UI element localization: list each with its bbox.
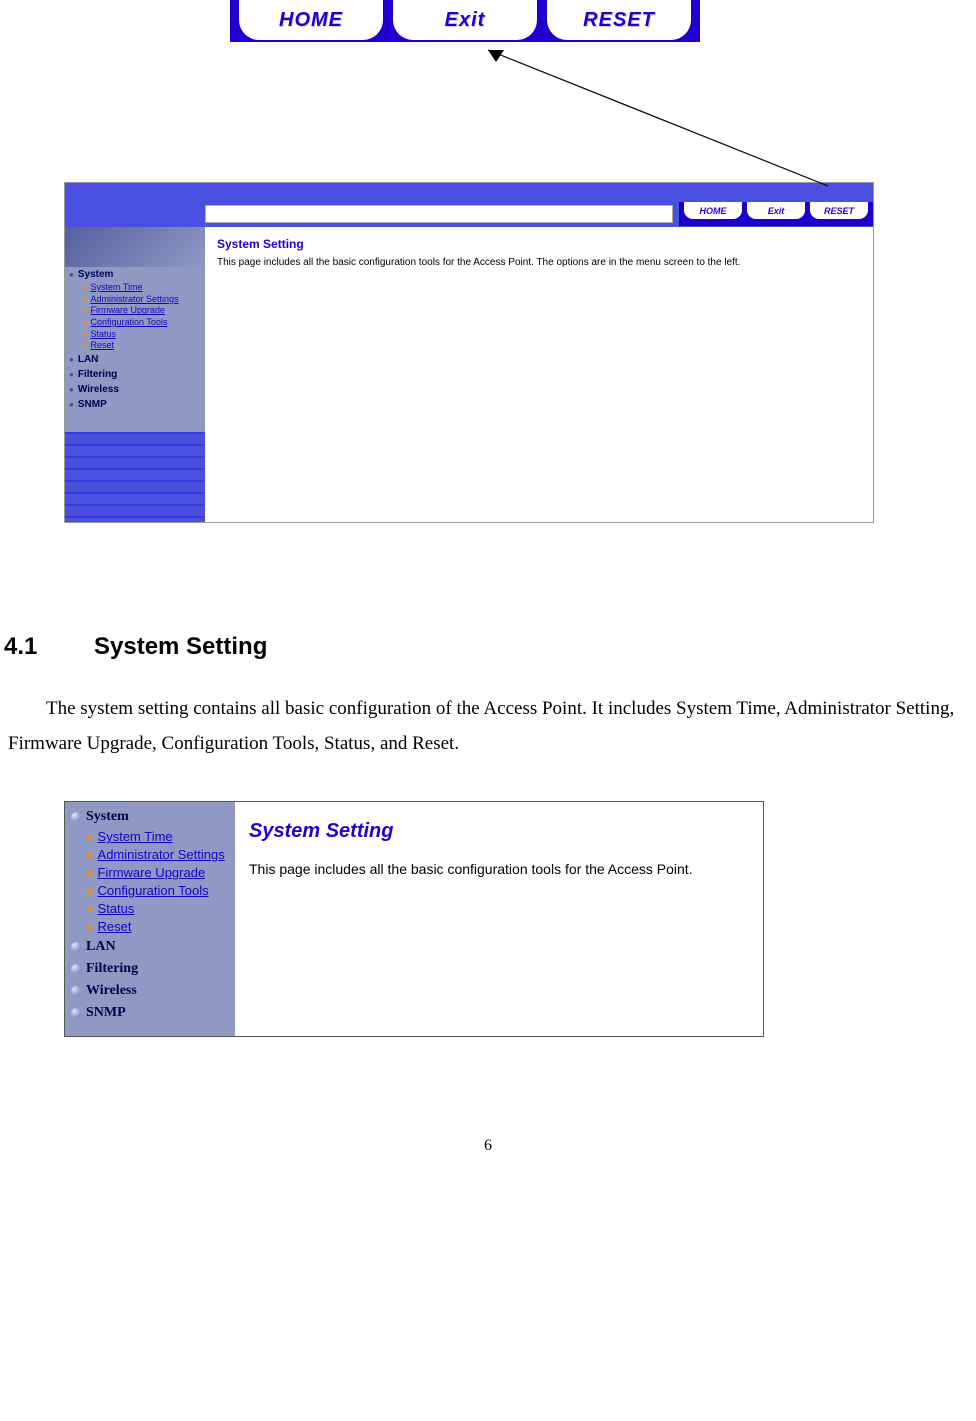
- sidebar2-item-system[interactable]: System: [65, 806, 235, 828]
- section-number: 4.1: [4, 633, 94, 661]
- reset-button-mini[interactable]: RESET: [809, 202, 869, 220]
- sidebar2-link-firmware[interactable]: Firmware Upgrade: [65, 864, 235, 882]
- sidebar-link-firmware[interactable]: Firmware Upgrade: [65, 305, 205, 317]
- sidebar2-link-admin-settings[interactable]: Administrator Settings: [65, 846, 235, 864]
- section-heading: 4.1System Setting: [0, 633, 976, 661]
- screenshot-cropped-ui: System System Time Administrator Setting…: [64, 801, 764, 1037]
- sidebar2-item-filtering[interactable]: Filtering: [65, 958, 235, 980]
- sidebar-item-wireless[interactable]: Wireless: [65, 382, 205, 397]
- exit-button-mini[interactable]: Exit: [746, 202, 806, 220]
- shot2-sidebar: System System Time Administrator Setting…: [65, 802, 235, 1036]
- shot1-toolbar: HOME Exit RESET: [65, 201, 873, 227]
- sidebar-item-lan[interactable]: LAN: [65, 352, 205, 367]
- sidebar2-item-snmp[interactable]: SNMP: [65, 1002, 235, 1024]
- screenshot-full-ui: HOME Exit RESET System System Time Admin…: [64, 182, 874, 523]
- shot1-main-text: This page includes all the basic configu…: [217, 257, 861, 268]
- sidebar-link-admin-settings[interactable]: Administrator Settings: [65, 294, 205, 306]
- reset-button-large[interactable]: RESET: [545, 0, 693, 42]
- sidebar-link-status[interactable]: Status: [65, 329, 205, 341]
- shot1-sidebar-image: [65, 227, 205, 267]
- shot1-sidebar-stripes: [65, 432, 205, 522]
- shot2-main: System Setting This page includes all th…: [235, 802, 763, 1036]
- sidebar-item-snmp[interactable]: SNMP: [65, 397, 205, 412]
- shot2-main-title: System Setting: [249, 820, 749, 843]
- arrow-annotation: [0, 42, 976, 182]
- sidebar2-link-config-tools[interactable]: Configuration Tools: [65, 882, 235, 900]
- sidebar-link-config-tools[interactable]: Configuration Tools: [65, 317, 205, 329]
- sidebar2-item-wireless[interactable]: Wireless: [65, 980, 235, 1002]
- sidebar2-link-reset[interactable]: Reset: [65, 918, 235, 936]
- section-paragraph: The system setting contains all basic co…: [8, 691, 968, 761]
- sidebar-item-filtering[interactable]: Filtering: [65, 367, 205, 382]
- shot1-main: System Setting This page includes all th…: [205, 227, 873, 522]
- mini-buttons-group: HOME Exit RESET: [679, 202, 873, 226]
- section-title: System Setting: [94, 633, 267, 660]
- shot1-sidebar: System System Time Administrator Setting…: [65, 227, 205, 522]
- exit-button-large[interactable]: Exit: [391, 0, 539, 42]
- sidebar2-link-system-time[interactable]: System Time: [65, 828, 235, 846]
- sidebar2-link-status[interactable]: Status: [65, 900, 235, 918]
- top-buttons-bar: HOME Exit RESET: [230, 0, 700, 42]
- sidebar-item-system[interactable]: System: [65, 267, 205, 282]
- document-page: HOME Exit RESET HOME Exit RESET System S…: [0, 0, 976, 1175]
- page-number: 6: [0, 1137, 976, 1175]
- shot1-main-title: System Setting: [217, 237, 861, 251]
- shot2-main-text: This page includes all the basic configu…: [249, 861, 749, 877]
- home-button-large[interactable]: HOME: [237, 0, 385, 42]
- sidebar2-item-lan[interactable]: LAN: [65, 936, 235, 958]
- sidebar-link-reset[interactable]: Reset: [65, 340, 205, 352]
- shot1-address-bar[interactable]: [205, 205, 673, 223]
- sidebar-link-system-time[interactable]: System Time: [65, 282, 205, 294]
- arrow-icon: [430, 38, 870, 198]
- home-button-mini[interactable]: HOME: [683, 202, 743, 220]
- shot1-body: System System Time Administrator Setting…: [65, 227, 873, 522]
